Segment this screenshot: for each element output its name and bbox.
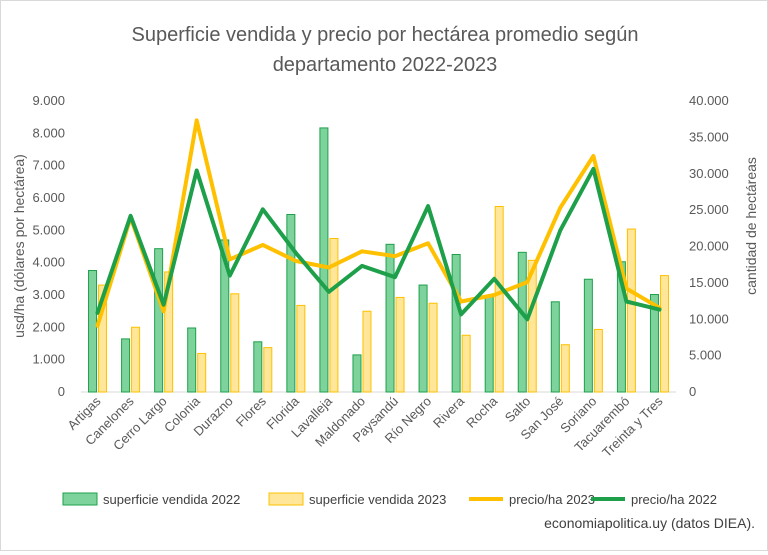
bar-2022 [352,354,362,393]
bar-2022 [418,284,428,393]
bar-series-group [88,127,669,393]
bar-2023 [362,310,372,393]
bar-2022 [583,278,593,393]
bar-2023 [131,326,141,393]
right-tick-label: 20.000 [689,239,729,254]
left-tick-label: 7.000 [32,158,65,173]
bar-2023 [296,304,306,393]
left-tick-label: 2.000 [32,319,65,334]
right-tick-label: 30.000 [689,166,729,181]
bar-2022 [88,270,98,393]
bar-2023 [98,284,108,393]
y-axis-right-label: cantidad de hectáreas [743,157,759,295]
bar-2022 [121,338,131,393]
category-label: Flores [233,393,269,429]
bar-2023 [593,328,603,393]
left-tick-label: 9.000 [32,93,65,108]
right-tick-label: 15.000 [689,275,729,290]
left-axis-ticks: 0 1.000 2.000 3.000 4.000 5.000 6.000 7.000 8.00… [32,93,65,399]
bar-2023 [527,259,537,393]
bar-2023 [494,205,504,393]
bar-2022 [154,248,164,393]
category-label: Rocha [463,393,501,431]
bar-2023 [626,228,636,393]
bar-2023 [560,344,570,393]
right-tick-label: 10.000 [689,311,729,326]
line-series-group [95,118,662,328]
right-tick-label: 25.000 [689,202,729,217]
source-note: economiapolitica.uy (datos DIEA). [544,515,755,531]
bar-2023 [263,347,273,393]
left-tick-label: 5.000 [32,222,65,237]
legend-label: superficie vendida 2022 [103,492,240,507]
bar-2022 [649,294,659,393]
right-tick-label: 40.000 [689,93,729,108]
bar-2023 [230,293,240,393]
chart-title-line-2: departamento 2022-2023 [273,54,498,76]
left-tick-label: 8.000 [32,125,65,140]
bar-2022 [385,243,395,393]
right-tick-label: 35.000 [689,129,729,144]
legend-label: precio/ha 2022 [631,492,717,507]
bar-2023 [461,334,471,393]
legend-label: superficie vendida 2023 [309,492,446,507]
bar-2022 [187,327,197,393]
right-tick-label: 0 [689,384,696,399]
bar-2022 [253,341,263,393]
right-tick-label: 5.000 [689,348,722,363]
bar-2023 [197,352,207,393]
bar-2022 [517,251,527,393]
left-tick-label: 1.000 [32,352,65,367]
bar-2022 [451,254,461,393]
line-precio-2023 [95,118,662,328]
bar-2022 [319,127,329,393]
right-axis-ticks: 0 5.000 10.000 15.000 20.000 25.000 30.000 35.0… [689,93,729,399]
bar-2022 [550,301,560,393]
legend-label: precio/ha 2023 [509,492,595,507]
bar-2023 [428,302,438,393]
bar-2023 [329,237,339,393]
bar-2022 [286,213,296,393]
left-tick-label: 0 [58,384,65,399]
category-label: Rivera [430,393,468,431]
legend-swatch-bar [62,492,98,506]
left-tick-label: 3.000 [32,287,65,302]
left-tick-label: 4.000 [32,255,65,270]
line-precio-2022 [95,166,662,322]
legend: superficie vendida 2022 superficie vendid… [62,492,717,507]
bar-2022 [484,296,494,393]
chart-title-line-1: Superficie vendida y precio por hectárea… [132,24,639,46]
bar-2023 [395,296,405,393]
legend-swatch-bar [268,492,304,506]
bar-2023 [659,275,669,393]
left-tick-label: 6.000 [32,190,65,205]
y-axis-left-label: usd/ha (dólares por hectárea) [11,154,27,338]
